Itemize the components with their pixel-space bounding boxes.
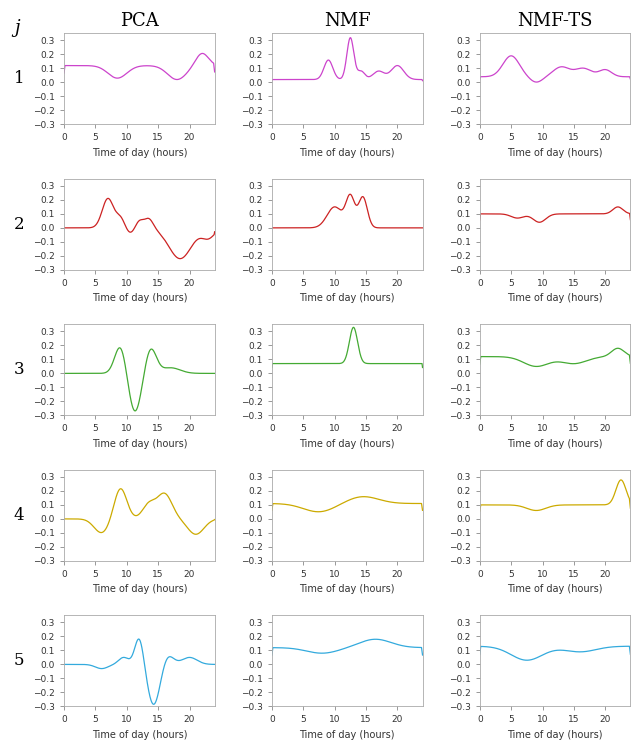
Title: NMF-TS: NMF-TS (517, 13, 593, 30)
Text: j: j (14, 19, 20, 36)
X-axis label: Time of day (hours): Time of day (hours) (508, 730, 603, 740)
Text: 2: 2 (13, 216, 24, 233)
X-axis label: Time of day (hours): Time of day (hours) (92, 439, 187, 449)
Text: 5: 5 (13, 652, 24, 669)
Text: 3: 3 (13, 361, 24, 378)
X-axis label: Time of day (hours): Time of day (hours) (92, 293, 187, 303)
Text: 4: 4 (13, 507, 24, 524)
X-axis label: Time of day (hours): Time of day (hours) (300, 439, 395, 449)
X-axis label: Time of day (hours): Time of day (hours) (92, 148, 187, 158)
Text: 1: 1 (13, 70, 24, 88)
X-axis label: Time of day (hours): Time of day (hours) (300, 148, 395, 158)
X-axis label: Time of day (hours): Time of day (hours) (300, 585, 395, 594)
Title: PCA: PCA (120, 13, 159, 30)
X-axis label: Time of day (hours): Time of day (hours) (508, 148, 603, 158)
X-axis label: Time of day (hours): Time of day (hours) (92, 585, 187, 594)
X-axis label: Time of day (hours): Time of day (hours) (508, 585, 603, 594)
Title: NMF: NMF (324, 13, 371, 30)
X-axis label: Time of day (hours): Time of day (hours) (92, 730, 187, 740)
X-axis label: Time of day (hours): Time of day (hours) (508, 439, 603, 449)
X-axis label: Time of day (hours): Time of day (hours) (300, 730, 395, 740)
X-axis label: Time of day (hours): Time of day (hours) (508, 293, 603, 303)
X-axis label: Time of day (hours): Time of day (hours) (300, 293, 395, 303)
